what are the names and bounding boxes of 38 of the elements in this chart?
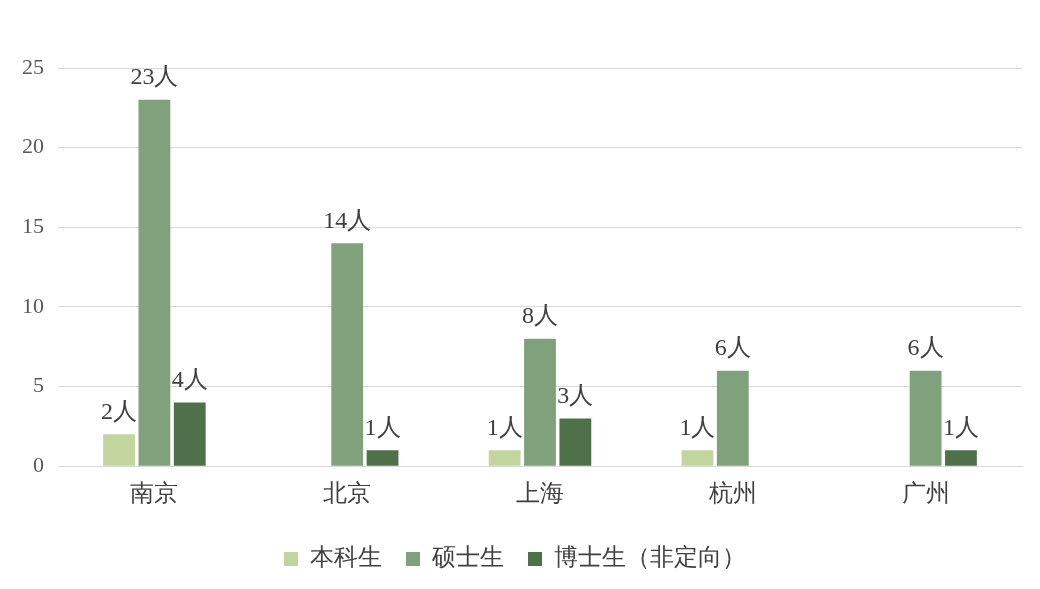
bar: [366, 450, 399, 466]
data-label: 8人: [522, 302, 558, 329]
bar: [909, 370, 942, 466]
data-label: 23人: [130, 63, 179, 90]
bar: [488, 450, 521, 466]
x-tick-label: 广州: [901, 479, 950, 506]
x-tick-label: 杭州: [707, 479, 757, 506]
legend-label: 博士生（非定向）: [554, 544, 746, 571]
y-tick-label: 20: [22, 133, 44, 159]
bar: [716, 370, 749, 466]
y-tick-label: 0: [33, 451, 44, 477]
data-label: 1人: [942, 413, 979, 440]
data-label: 1人: [364, 413, 401, 440]
data-label: 4人: [171, 365, 208, 392]
x-tick-label: 上海: [516, 479, 564, 506]
bar: [331, 243, 364, 466]
bar: [681, 450, 714, 466]
y-tick-label: 10: [22, 292, 44, 318]
bar: [173, 402, 206, 466]
data-label: 1人: [486, 413, 523, 440]
y-tick-label: 15: [22, 213, 44, 239]
legend-label: 本科生: [310, 544, 382, 571]
data-label: 2人: [101, 397, 138, 424]
y-tick-label: 5: [33, 372, 44, 398]
bar: [524, 338, 556, 466]
data-label: 3人: [557, 381, 594, 408]
x-tick-label: 北京: [323, 479, 372, 506]
data-label: 14人: [323, 206, 372, 233]
data-label: 6人: [907, 333, 944, 360]
bar: [103, 434, 135, 466]
x-tick-label: 南京: [130, 479, 179, 506]
y-tick-label: 25: [22, 53, 44, 79]
bar: [945, 450, 977, 466]
bar: [559, 418, 592, 466]
legend-label: 硕士生: [431, 544, 504, 571]
data-label: 6人: [714, 333, 751, 360]
data-label: 1人: [679, 413, 716, 440]
bar: [138, 99, 171, 466]
